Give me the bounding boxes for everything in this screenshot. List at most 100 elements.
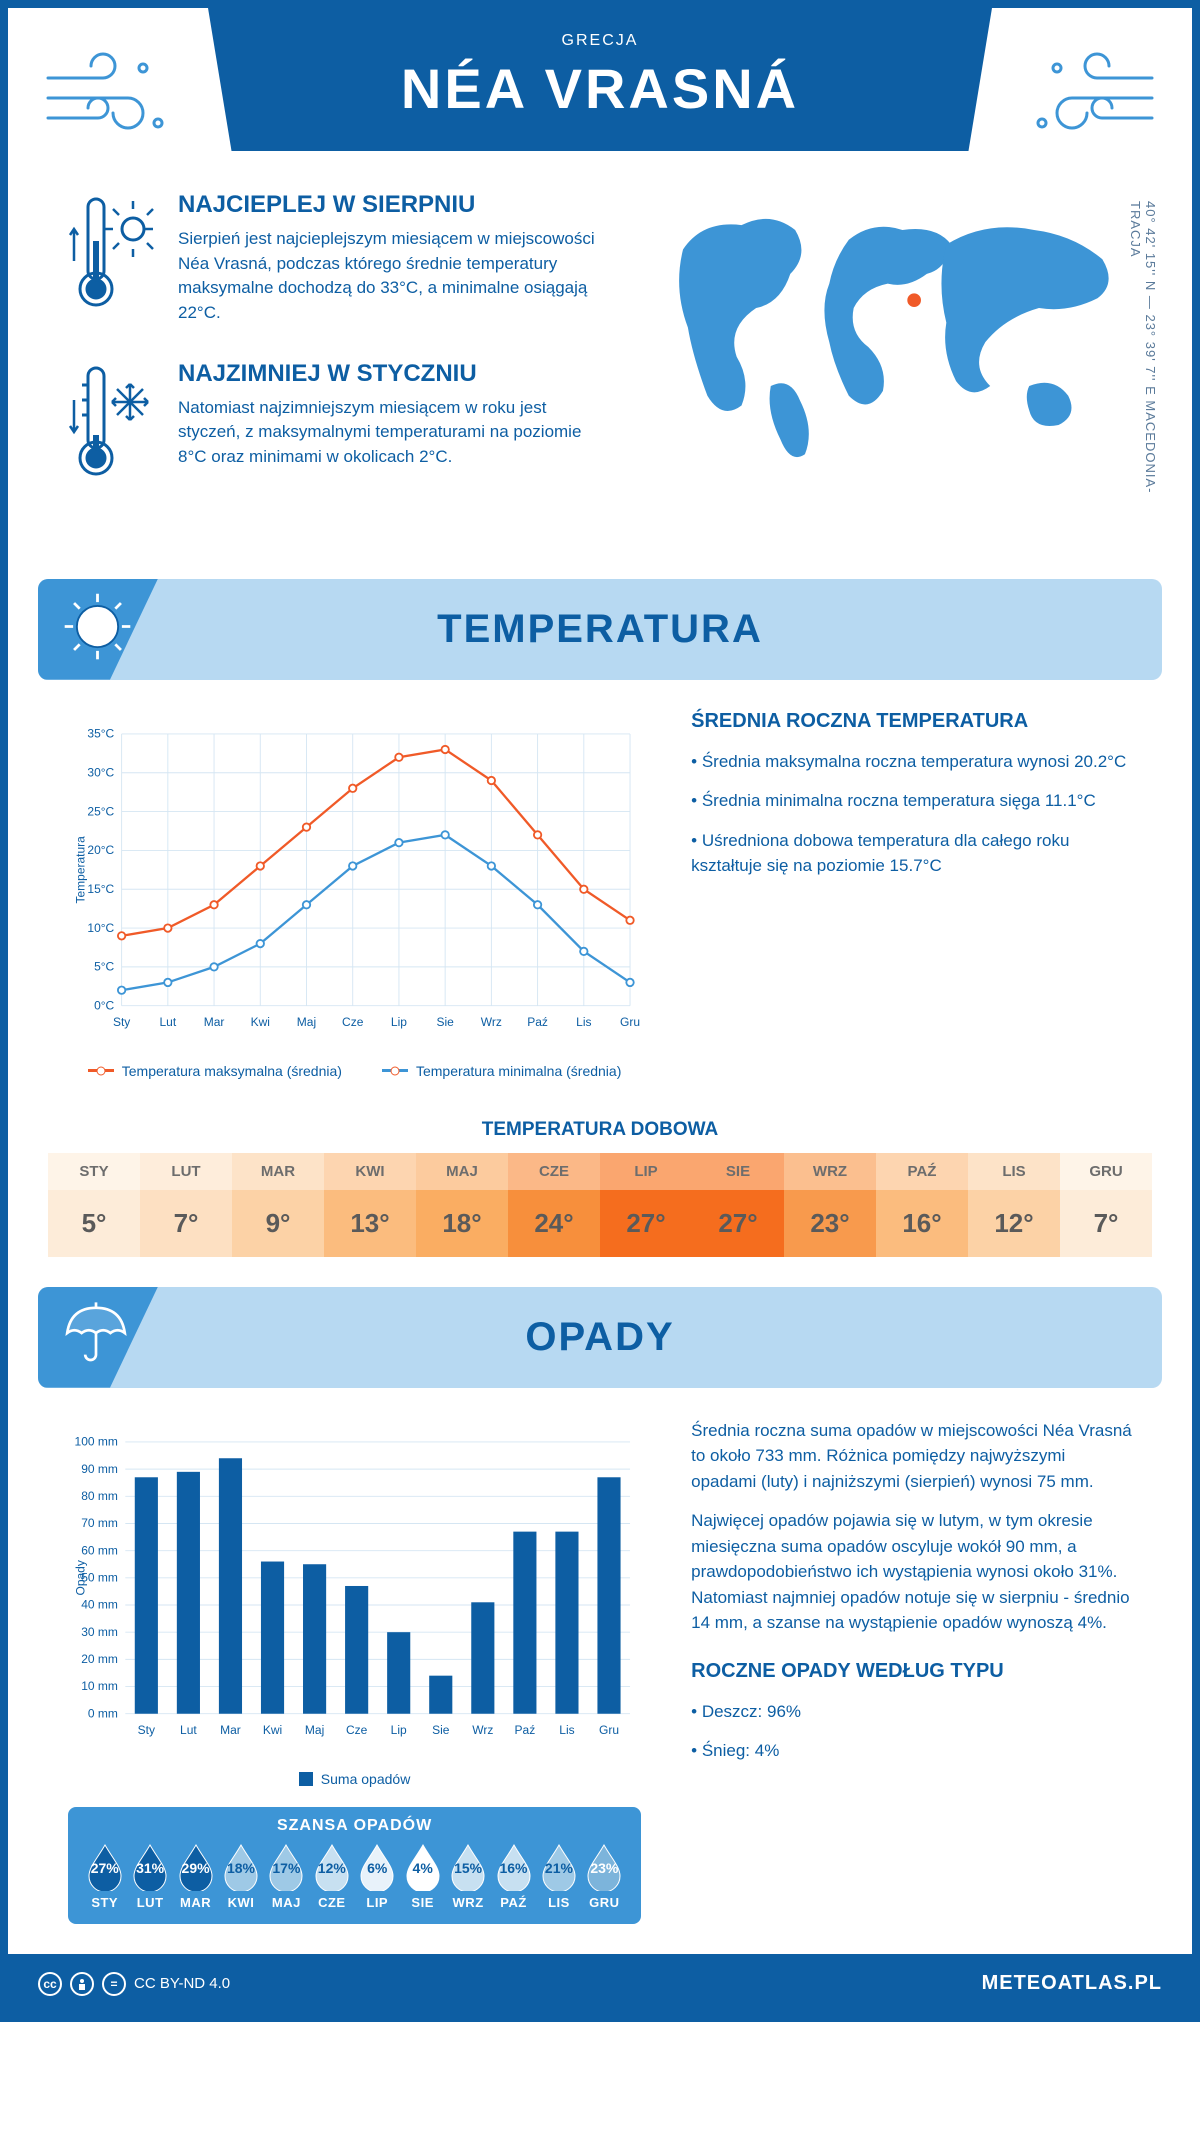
rain-legend: Suma opadów <box>68 1771 641 1787</box>
daily-cell: MAR9° <box>232 1153 324 1257</box>
temp-fact-item: Uśredniona dobowa temperatura dla całego… <box>691 828 1132 879</box>
thermometer-cold-icon <box>68 360 158 485</box>
daily-cell: LUT7° <box>140 1153 232 1257</box>
svg-text:15°C: 15°C <box>87 882 114 896</box>
intro-section: NAJCIEPLEJ W SIERPNIU Sierpień jest najc… <box>8 151 1192 559</box>
daily-cell: SIE27° <box>692 1153 784 1257</box>
svg-text:35°C: 35°C <box>87 726 114 740</box>
svg-text:70 mm: 70 mm <box>81 1516 118 1530</box>
coldest-fact: NAJZIMNIEJ W STYCZNIU Natomiast najzimni… <box>68 360 604 485</box>
svg-text:10°C: 10°C <box>87 920 114 934</box>
daily-cell: GRU7° <box>1060 1153 1152 1257</box>
chance-drop: 29%MAR <box>173 1843 218 1910</box>
svg-text:0 mm: 0 mm <box>88 1706 118 1720</box>
svg-text:Paź: Paź <box>527 1015 548 1029</box>
svg-text:Maj: Maj <box>297 1015 316 1029</box>
svg-text:Paź: Paź <box>515 1723 536 1737</box>
svg-text:Lis: Lis <box>576 1015 591 1029</box>
daily-cell: CZE24° <box>508 1153 600 1257</box>
world-map: 40° 42' 15'' N — 23° 39' 7'' E MACEDONIA… <box>644 191 1132 519</box>
svg-text:Mar: Mar <box>220 1723 241 1737</box>
license-text: CC BY-ND 4.0 <box>134 1975 230 1992</box>
location-title: NÉA VRASNÁ <box>228 56 972 121</box>
svg-text:Opady: Opady <box>74 1560 88 1595</box>
legend-rain: Suma opadów <box>321 1771 411 1787</box>
svg-text:25°C: 25°C <box>87 804 114 818</box>
svg-text:Temperatura: Temperatura <box>74 835 88 903</box>
hottest-title: NAJCIEPLEJ W SIERPNIU <box>178 191 604 219</box>
daily-cell: WRZ23° <box>784 1153 876 1257</box>
temp-fact-item: Średnia maksymalna roczna temperatura wy… <box>691 749 1132 775</box>
temperature-summary: ŚREDNIA ROCZNA TEMPERATURA Średnia maksy… <box>691 710 1132 893</box>
temperature-banner: TEMPERATURA <box>38 579 1162 680</box>
svg-text:20°C: 20°C <box>87 843 114 857</box>
nd-icon: = <box>102 1972 126 1996</box>
country-subtitle: GRECJA <box>228 32 972 50</box>
legend-min: Temperatura minimalna (średnia) <box>416 1063 621 1079</box>
wind-icon <box>1012 38 1162 148</box>
thermometer-hot-icon <box>68 191 158 326</box>
chance-drop: 18%KWI <box>218 1843 263 1910</box>
temp-legend: .legend-sw:nth-child(1)::after{border-co… <box>68 1063 641 1079</box>
hottest-fact: NAJCIEPLEJ W SIERPNIU Sierpień jest najc… <box>68 191 604 326</box>
svg-text:60 mm: 60 mm <box>81 1543 118 1557</box>
chance-drop: 16%PAŹ <box>491 1843 536 1910</box>
svg-text:Maj: Maj <box>305 1723 324 1737</box>
svg-text:Sie: Sie <box>436 1015 454 1029</box>
svg-text:Lut: Lut <box>159 1015 176 1029</box>
hottest-body: Sierpień jest najcieplejszym miesiącem w… <box>178 227 604 326</box>
svg-text:Cze: Cze <box>346 1723 368 1737</box>
daily-temp-title: TEMPERATURA DOBOWA <box>8 1119 1192 1141</box>
precipitation-bar-chart: 0 mm10 mm20 mm30 mm40 mm50 mm60 mm70 mm8… <box>68 1418 641 1924</box>
svg-text:40 mm: 40 mm <box>81 1597 118 1611</box>
svg-text:Lip: Lip <box>391 1015 407 1029</box>
chance-drop: 6%LIP <box>355 1843 400 1910</box>
avg-temp-title: ŚREDNIA ROCZNA TEMPERATURA <box>691 710 1132 733</box>
svg-text:100 mm: 100 mm <box>75 1434 118 1448</box>
svg-text:Mar: Mar <box>204 1015 225 1029</box>
chance-drop: 17%MAJ <box>264 1843 309 1910</box>
daily-cell: MAJ18° <box>416 1153 508 1257</box>
svg-text:90 mm: 90 mm <box>81 1461 118 1475</box>
svg-text:Cze: Cze <box>342 1015 364 1029</box>
precipitation-chance-box: SZANSA OPADÓW 27%STY31%LUT29%MAR18%KWI17… <box>68 1807 641 1924</box>
chance-drop: 15%WRZ <box>445 1843 490 1910</box>
svg-text:0°C: 0°C <box>94 998 114 1012</box>
svg-text:Lis: Lis <box>559 1723 574 1737</box>
svg-text:Kwi: Kwi <box>263 1723 282 1737</box>
svg-text:30°C: 30°C <box>87 765 114 779</box>
precipitation-heading: OPADY <box>58 1315 1142 1360</box>
by-icon <box>70 1972 94 1996</box>
site-name: METEOATLAS.PL <box>982 1972 1162 1995</box>
temperature-line-chart: 0°C5°C10°C15°C20°C25°C30°C35°CStyLutMarK… <box>68 710 641 1079</box>
svg-text:Wrz: Wrz <box>481 1015 502 1029</box>
svg-text:10 mm: 10 mm <box>81 1679 118 1693</box>
svg-text:Gru: Gru <box>620 1015 640 1029</box>
chance-drop: 23%GRU <box>582 1843 627 1910</box>
svg-text:5°C: 5°C <box>94 959 114 973</box>
daily-cell: LIS12° <box>968 1153 1060 1257</box>
umbrella-icon <box>60 1297 132 1374</box>
wind-icon <box>38 38 188 148</box>
chance-drop: 21%LIS <box>536 1843 581 1910</box>
temp-fact-item: Średnia minimalna roczna temperatura się… <box>691 788 1132 814</box>
svg-text:Sie: Sie <box>432 1723 450 1737</box>
rain-type-title: ROCZNE OPADY WEDŁUG TYPU <box>691 1660 1132 1683</box>
precipitation-summary: Średnia roczna suma opadów w miejscowośc… <box>691 1418 1132 1778</box>
daily-temp-table: STY5°LUT7°MAR9°KWI13°MAJ18°CZE24°LIP27°S… <box>48 1153 1152 1257</box>
svg-text:Lip: Lip <box>391 1723 407 1737</box>
cc-icon: cc <box>38 1972 62 1996</box>
coldest-title: NAJZIMNIEJ W STYCZNIU <box>178 360 604 388</box>
rain-p2: Najwięcej opadów pojawia się w lutym, w … <box>691 1508 1132 1636</box>
svg-text:Wrz: Wrz <box>472 1723 493 1737</box>
chance-drop: 4%SIE <box>400 1843 445 1910</box>
rain-p1: Średnia roczna suma opadów w miejscowośc… <box>691 1418 1132 1495</box>
svg-text:Kwi: Kwi <box>251 1015 270 1029</box>
chance-title: SZANSA OPADÓW <box>82 1817 627 1835</box>
rain-type-item: Śnieg: 4% <box>691 1738 1132 1764</box>
chance-drop: 12%CZE <box>309 1843 354 1910</box>
title-banner: NÉA VRASNÁ GRECJA <box>208 8 992 151</box>
sun-icon <box>60 589 135 669</box>
svg-text:80 mm: 80 mm <box>81 1489 118 1503</box>
chance-drop: 27%STY <box>82 1843 127 1910</box>
